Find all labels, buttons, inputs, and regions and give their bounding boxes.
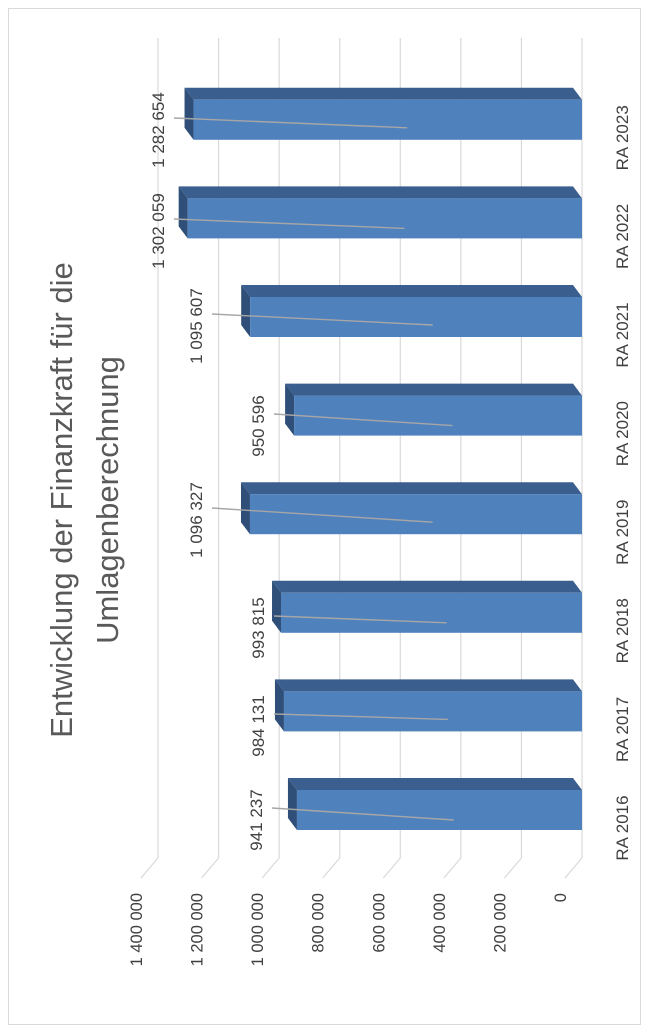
bar-front-face bbox=[296, 790, 582, 830]
bars bbox=[178, 87, 583, 830]
data-label: 1 095 607 bbox=[187, 288, 206, 364]
bar bbox=[274, 679, 582, 732]
data-label: 1 096 327 bbox=[187, 482, 206, 558]
bar-front-face bbox=[283, 691, 582, 732]
x-tick-label: RA 2019 bbox=[613, 500, 632, 565]
bar-top-face bbox=[287, 778, 582, 790]
gridline-foot bbox=[201, 857, 220, 879]
leader-line bbox=[271, 807, 454, 821]
x-tick-label: RA 2017 bbox=[613, 697, 632, 762]
y-tick-label: 1 000 000 bbox=[249, 893, 267, 966]
leader-line bbox=[211, 313, 433, 326]
gridline-foot bbox=[503, 857, 522, 879]
y-tick-label: 800 000 bbox=[310, 893, 328, 953]
data-label: 993 815 bbox=[249, 597, 268, 658]
bar-end-face bbox=[272, 580, 282, 633]
bar-end-face bbox=[285, 383, 295, 436]
y-tick-label: 600 000 bbox=[370, 893, 388, 953]
gridline-foot bbox=[443, 857, 462, 879]
bar-front-face bbox=[250, 297, 582, 337]
bar bbox=[272, 580, 582, 633]
x-tick-label: RA 2018 bbox=[613, 598, 632, 663]
bar-end-face bbox=[184, 87, 194, 140]
gridline-foot bbox=[382, 857, 401, 879]
bar bbox=[178, 186, 583, 239]
bar-front-face bbox=[294, 395, 582, 436]
leader-line bbox=[273, 413, 453, 427]
data-label: 984 131 bbox=[249, 695, 268, 756]
y-tick-label: 400 000 bbox=[431, 893, 449, 953]
bar-end-face bbox=[240, 482, 250, 535]
bar-top-face bbox=[178, 186, 583, 199]
bar bbox=[184, 87, 583, 140]
bar bbox=[241, 285, 582, 337]
chart-title: Entwicklung der Finanzkraft für die Umlag… bbox=[44, 262, 125, 738]
y-tick-label: 1 400 000 bbox=[128, 893, 146, 966]
bar-end-face bbox=[178, 186, 188, 239]
bar-top-face bbox=[241, 285, 582, 297]
leader-line bbox=[173, 117, 408, 129]
leader-line bbox=[211, 507, 433, 523]
chart-title-line: Umlagenberechnung bbox=[90, 356, 125, 644]
leader-line bbox=[173, 218, 405, 230]
gridline-foot bbox=[261, 857, 280, 879]
bar bbox=[285, 383, 582, 436]
gridline-foot bbox=[140, 857, 159, 879]
bar-front-face bbox=[193, 99, 583, 140]
bar-end-face bbox=[241, 285, 251, 337]
y-tick-label: 200 000 bbox=[491, 893, 509, 953]
data-label: 1 302 059 bbox=[149, 193, 168, 269]
bar bbox=[287, 778, 582, 830]
x-tick-label: RA 2023 bbox=[613, 105, 632, 170]
leader-line bbox=[273, 615, 447, 624]
x-tick-label: RA 2016 bbox=[613, 795, 632, 860]
data-label: 941 237 bbox=[247, 789, 266, 850]
bar-end-face bbox=[274, 679, 284, 732]
bar bbox=[240, 482, 582, 535]
data-label: 950 596 bbox=[249, 395, 268, 456]
y-tick-label: 0 bbox=[552, 893, 570, 902]
labels: 0 200 000 400 000 600 000 800 000 1 000 000 1 … bbox=[128, 92, 632, 966]
bar-top-face bbox=[240, 482, 582, 495]
bar-top-face bbox=[274, 679, 582, 692]
x-tick-label: RA 2021 bbox=[613, 302, 632, 367]
gridlines bbox=[140, 38, 583, 879]
x-tick-label: RA 2022 bbox=[613, 204, 632, 269]
gridline-foot bbox=[564, 857, 583, 879]
y-tick-label: 1 200 000 bbox=[189, 893, 207, 966]
bar-top-face bbox=[184, 87, 583, 100]
x-tick-label: RA 2020 bbox=[613, 401, 632, 466]
bar-front-face bbox=[281, 592, 582, 633]
gridline-foot bbox=[322, 857, 341, 879]
data-label: 1 282 654 bbox=[149, 92, 168, 168]
bar-end-face bbox=[287, 778, 297, 830]
leader-line bbox=[273, 713, 448, 721]
bar-top-face bbox=[285, 383, 582, 396]
bar-top-face bbox=[272, 580, 582, 593]
leader-lines bbox=[173, 117, 454, 821]
bar-front-face bbox=[187, 198, 583, 239]
chart-title-line: Entwicklung der Finanzkraft für die bbox=[44, 262, 79, 738]
